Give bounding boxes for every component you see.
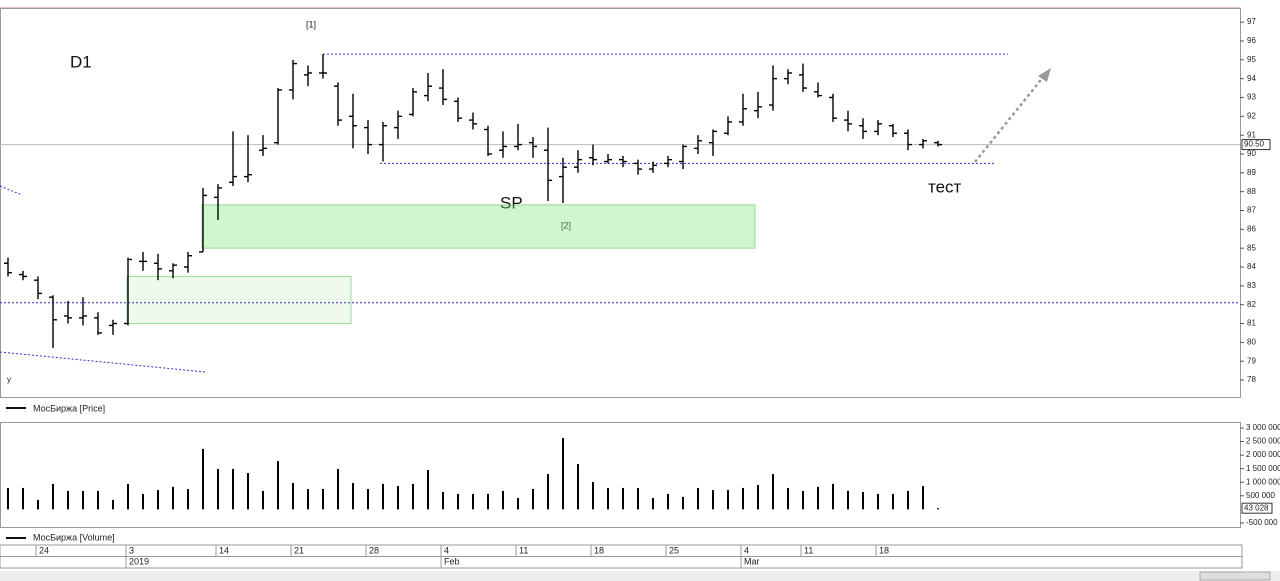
y-tick-label: 89 xyxy=(1247,168,1256,177)
x-tick-label: 21 xyxy=(294,545,304,555)
y-tick-label: 83 xyxy=(1247,281,1256,290)
y2-tick-label: 1 000 000 xyxy=(1246,477,1280,486)
volume-panel xyxy=(0,422,1241,528)
x-tick-label: 14 xyxy=(219,545,229,555)
scrollbar[interactable] xyxy=(0,571,1280,581)
last-volume-label: 43 028 xyxy=(1244,503,1269,512)
annotation: [2] xyxy=(561,220,571,230)
last-price-box xyxy=(1241,139,1271,151)
y-tick-label: 92 xyxy=(1247,111,1256,120)
y-tick-label: 93 xyxy=(1247,93,1256,102)
y-tick-label: 95 xyxy=(1247,55,1256,64)
y-tick-label: 91 xyxy=(1247,130,1256,139)
zone xyxy=(126,275,352,325)
y2-tick-label: 500 000 xyxy=(1246,491,1275,500)
y-tick-label: 87 xyxy=(1247,206,1256,215)
forecast-arrow xyxy=(974,75,1045,163)
x-tick-label: 11 xyxy=(519,545,528,555)
x-tick-label: 25 xyxy=(669,545,679,555)
y-tick-label: 86 xyxy=(1247,224,1256,233)
y-tick-label: 97 xyxy=(1247,17,1256,26)
y-tick-label: 94 xyxy=(1247,74,1256,83)
x-tick-label: 4 xyxy=(444,545,449,555)
y-tick-label: 79 xyxy=(1247,356,1256,365)
last-price-label: 90.50 xyxy=(1244,140,1265,149)
x-tick-label: 18 xyxy=(594,545,604,555)
x-tick-label: 4 xyxy=(744,545,749,555)
annotation: тест xyxy=(928,177,962,196)
y2-tick-label: 2 000 000 xyxy=(1246,450,1280,459)
y-tick-label: 88 xyxy=(1247,187,1256,196)
arrow-head xyxy=(1038,68,1051,82)
x-tick-label: 28 xyxy=(369,545,379,555)
y-tick-label: 90 xyxy=(1247,149,1256,158)
y2-tick-label: 3 000 000 xyxy=(1246,423,1280,432)
month-label: Mar xyxy=(744,556,760,566)
legend-price: МосБиржа [Price] xyxy=(33,403,105,413)
last-volume-box xyxy=(1241,502,1273,514)
y-tick-label: 80 xyxy=(1247,337,1256,346)
y-tick-label: 81 xyxy=(1247,319,1256,328)
month-label: 2019 xyxy=(129,556,149,566)
month-label: Feb xyxy=(444,556,460,566)
scroll-thumb[interactable] xyxy=(1199,571,1271,581)
x-tick-label: 3 xyxy=(129,545,134,555)
x-tick-label: 18 xyxy=(879,545,889,555)
y-tick-label: 78 xyxy=(1247,375,1256,384)
y2-tick-label: 1 500 000 xyxy=(1246,464,1280,473)
y-tick-label: 85 xyxy=(1247,243,1256,252)
zone xyxy=(201,204,756,249)
y2-tick-label: -500 000 xyxy=(1246,518,1278,527)
legend-volume: МосБиржа [Volume] xyxy=(33,532,115,542)
y-tick-label: 84 xyxy=(1247,262,1256,271)
y2-tick-label: 2 500 000 xyxy=(1246,437,1280,446)
annotation: [1] xyxy=(306,19,316,29)
x-tick-label: 24 xyxy=(39,545,49,555)
y-tick-label: 82 xyxy=(1247,300,1256,309)
annotation: SP xyxy=(500,193,523,212)
price-panel xyxy=(0,8,1241,398)
annotation: y xyxy=(7,375,11,384)
timeframe-label: D1 xyxy=(70,52,92,71)
y-tick-label: 96 xyxy=(1247,36,1256,45)
x-tick-label: 11 xyxy=(804,545,813,555)
